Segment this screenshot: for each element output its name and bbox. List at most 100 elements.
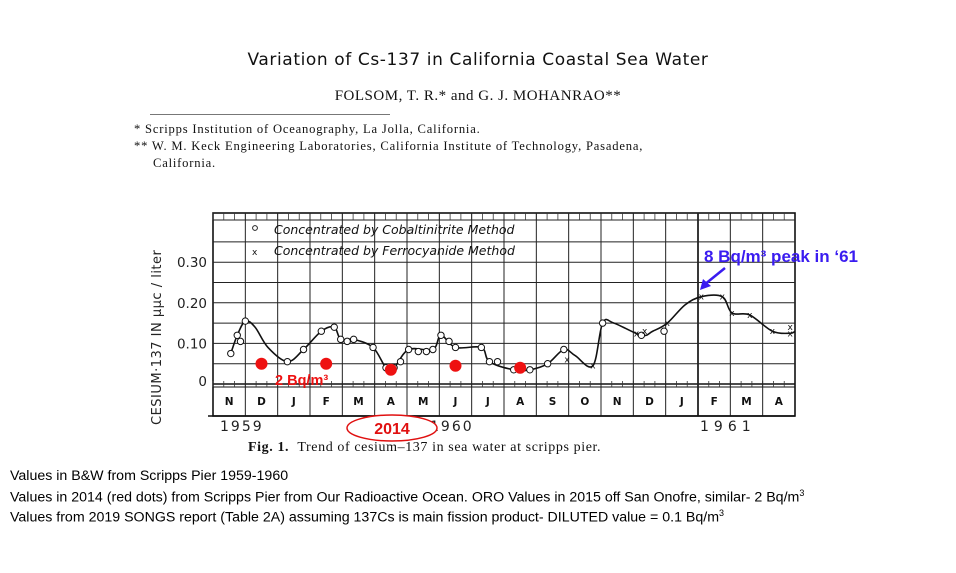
cobaltinitrite-point: [299, 345, 308, 354]
month-label: J: [291, 396, 296, 408]
month-label: F: [711, 396, 718, 408]
cobaltinitrite-point: [437, 331, 445, 339]
cobaltinitrite-point: [330, 323, 338, 331]
cobaltinitrite-point: [429, 345, 437, 354]
cobaltinitrite-point: [349, 335, 358, 344]
ferrocyanide-point: x: [770, 327, 776, 337]
affiliation-2: ** W. M. Keck Engineering Laboratories, …: [134, 139, 644, 153]
month-label: A: [775, 396, 784, 408]
ferrocyanide-point: x: [787, 329, 793, 339]
month-label: S: [549, 396, 557, 408]
cobaltinitrite-point: [283, 357, 292, 366]
cobaltinitrite-point: [637, 331, 646, 339]
red-dot-2014: [320, 357, 333, 370]
month-label: N: [225, 396, 234, 408]
ferrocyanide-point: x: [747, 311, 753, 321]
y-tick-label: 0: [198, 374, 207, 390]
ferrocyanide-point: x: [729, 309, 735, 319]
note-3-sup: 3: [719, 508, 725, 518]
cobaltinitrite-point: [485, 357, 494, 366]
cobaltinitrite-point: [543, 360, 552, 368]
month-label: D: [645, 396, 654, 408]
red-dot-2014: [449, 359, 462, 372]
y-tick-label: 0.20: [177, 296, 207, 312]
cobaltinitrite-point: [337, 335, 345, 344]
note-3-text: Values from 2019 SONGS report (Table 2A)…: [10, 509, 720, 526]
data-points: xxx xxx xx xx xx: [227, 293, 793, 376]
red-dot-2014: [514, 361, 527, 374]
year-labels: 1959 1960 1961: [220, 419, 756, 435]
trend-curve: [230, 294, 796, 372]
cobaltinitrite-point: [227, 349, 235, 358]
legend-circle-marker: [252, 225, 258, 231]
cobaltinitrite-point: [233, 331, 241, 339]
chart-grid: [208, 212, 796, 417]
month-label: J: [679, 396, 684, 408]
month-label: F: [323, 396, 330, 408]
affiliation-1: * Scripps Institution of Oceanography, L…: [134, 122, 481, 136]
cobaltinitrite-point: [660, 327, 668, 335]
red-dot-2014: [255, 357, 268, 370]
month-label: M: [353, 396, 363, 408]
year-label: 1959: [220, 419, 264, 435]
affiliation-3: California.: [153, 156, 217, 170]
month-label: J: [485, 396, 490, 408]
note-1: Values in B&W from Scripps Pier 1959-196…: [10, 468, 288, 484]
note-1-text: Values in B&W from Scripps Pier 1959-196…: [10, 468, 289, 484]
cobaltinitrite-point: [241, 317, 250, 325]
legend-x-marker: x: [252, 248, 258, 258]
cobaltinitrite-point: [236, 337, 245, 346]
paper-authors: FOLSOM, T. R.* and G. J. MOHANRAO**: [334, 88, 622, 104]
ferrocyanide-point: x: [564, 356, 570, 366]
cobaltinitrite-point: [445, 337, 453, 346]
cobaltinitrite-point: [451, 343, 460, 352]
cobaltinitrite-point: [560, 345, 568, 354]
y-axis-title: CESIUM·137 IN μμc / liter: [150, 249, 165, 425]
paper-title: Variation of Cs-137 in California Coasta…: [247, 50, 709, 70]
ferrocyanide-point: x: [787, 323, 793, 333]
note-2-text: Values in 2014 (red dots) from Scripps P…: [10, 489, 800, 506]
month-label: A: [516, 396, 525, 408]
cobaltinitrite-point: [396, 357, 405, 366]
ferrocyanide-point: x: [699, 293, 705, 303]
cobaltinitrite-point: [317, 327, 326, 335]
ferrocyanide-point: x: [720, 293, 726, 303]
legend-entry-ferrocyanide: Concentrated by Ferrocyanide Method: [274, 243, 515, 258]
ferrocyanide-point: x: [590, 362, 596, 372]
caption-label: Fig. 1.: [248, 440, 290, 455]
annotation-2bq: 2 Bq/m³: [275, 373, 328, 389]
trend-curve-group: [230, 294, 796, 372]
cobaltinitrite-point: [493, 357, 502, 366]
month-label: J: [453, 396, 458, 408]
footnote-rule: [150, 114, 390, 115]
cobaltinitrite-point: [598, 319, 607, 327]
annotation-peak-61: 8 Bq/m³ peak in ‘61: [704, 247, 858, 266]
month-label: A: [387, 396, 396, 408]
legend-entry-cobaltinitrite: Concentrated by Cobaltinitrite Method: [274, 222, 515, 237]
month-label: M: [418, 396, 428, 408]
y-tick-label: 0.30: [177, 255, 207, 271]
note-2-sup: 3: [799, 488, 805, 498]
figure-caption: Fig. 1. Trend of cesium–137 in sea water…: [248, 440, 601, 456]
month-label: N: [613, 396, 622, 408]
note-2: Values in 2014 (red dots) from Scripps P…: [10, 488, 804, 506]
annotation-2014-ellipse: [346, 414, 438, 442]
cobaltinitrite-point: [526, 366, 534, 374]
annotations: 2 Bq/m³ 2014 8 Bq/m³ peak in ‘61: [275, 247, 858, 442]
caption-text: Trend of cesium–137 in sea water at scri…: [297, 440, 602, 455]
year-label: 1961: [700, 419, 756, 435]
cobaltinitrite-point: [404, 345, 413, 354]
month-label: M: [741, 396, 751, 408]
red-dot-2014: [384, 363, 397, 376]
chart-legend: Concentrated by Cobaltinitrite Method x …: [252, 222, 515, 258]
cobaltinitrite-point: [414, 347, 423, 356]
month-label: D: [257, 396, 266, 408]
y-tick-label: 0.10: [177, 336, 207, 352]
cobaltinitrite-point: [477, 343, 486, 352]
month-label: O: [580, 396, 589, 408]
year-label: 1960: [430, 419, 474, 435]
annotation-arrow-head: [700, 279, 711, 290]
note-3: Values from 2019 SONGS report (Table 2A)…: [10, 508, 724, 526]
